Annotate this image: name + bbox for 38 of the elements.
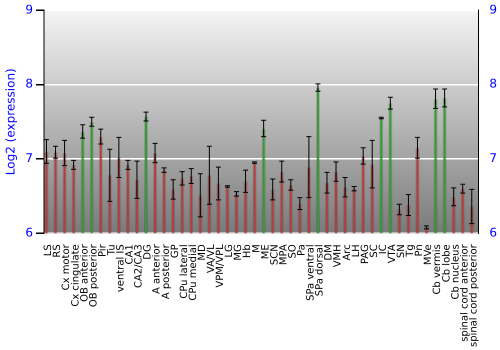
x-tick-label: SO bbox=[287, 244, 298, 259]
x-tick-label: MPA bbox=[278, 244, 290, 266]
y-tick-label: 6 bbox=[25, 225, 34, 240]
x-tick-label: Cb lobe bbox=[441, 244, 452, 282]
y2-tick-label: 8 bbox=[489, 76, 498, 91]
x-tick-label: MVe bbox=[423, 244, 434, 266]
x-tick-label: spinal cord anterior bbox=[459, 243, 470, 342]
x-tick-label: DG bbox=[142, 244, 154, 260]
x-tick-label: VMH bbox=[332, 244, 344, 268]
y-tick-label: 8 bbox=[25, 76, 34, 91]
x-tick-label: OB posterior bbox=[88, 243, 100, 308]
y2-tick-label: 9 bbox=[489, 2, 498, 16]
x-tick-label: SCN bbox=[269, 244, 280, 266]
x-tick-label: ME bbox=[260, 244, 272, 260]
x-tick-label: VTA bbox=[387, 244, 398, 264]
x-tick-label: RS bbox=[52, 244, 64, 258]
x-tick-label: Pir bbox=[97, 243, 108, 257]
x-tick-label: A posterior bbox=[160, 243, 172, 300]
x-tick-label: CPu medial bbox=[188, 244, 199, 301]
x-tick-label: Tg bbox=[405, 244, 416, 258]
x-tick-label: PAG bbox=[360, 244, 371, 264]
x-tick-label: GP bbox=[170, 244, 181, 258]
x-tick-label: Cx cingulate bbox=[70, 244, 82, 307]
y2-tick-label: 7 bbox=[489, 151, 498, 166]
x-tick-label: MD bbox=[196, 244, 208, 261]
x-tick-label: Pa bbox=[296, 244, 308, 256]
x-tick-label: IC bbox=[378, 244, 389, 254]
y2-tick-label: 6 bbox=[489, 225, 498, 240]
y-axis-title: Log2 (expression) bbox=[3, 68, 18, 176]
y-tick-label: 9 bbox=[25, 2, 34, 16]
x-tick-label: spinal cord posterior bbox=[468, 243, 480, 348]
y-tick-label: 7 bbox=[25, 151, 34, 166]
x-tick-label: M bbox=[251, 244, 262, 253]
x-tick-label: Tu bbox=[106, 244, 118, 256]
x-tick-label: Hb bbox=[242, 244, 254, 258]
x-tick-label: Arc bbox=[342, 244, 353, 261]
x-tick-label: LH bbox=[350, 244, 362, 258]
x-tick-label: SC bbox=[368, 244, 380, 258]
